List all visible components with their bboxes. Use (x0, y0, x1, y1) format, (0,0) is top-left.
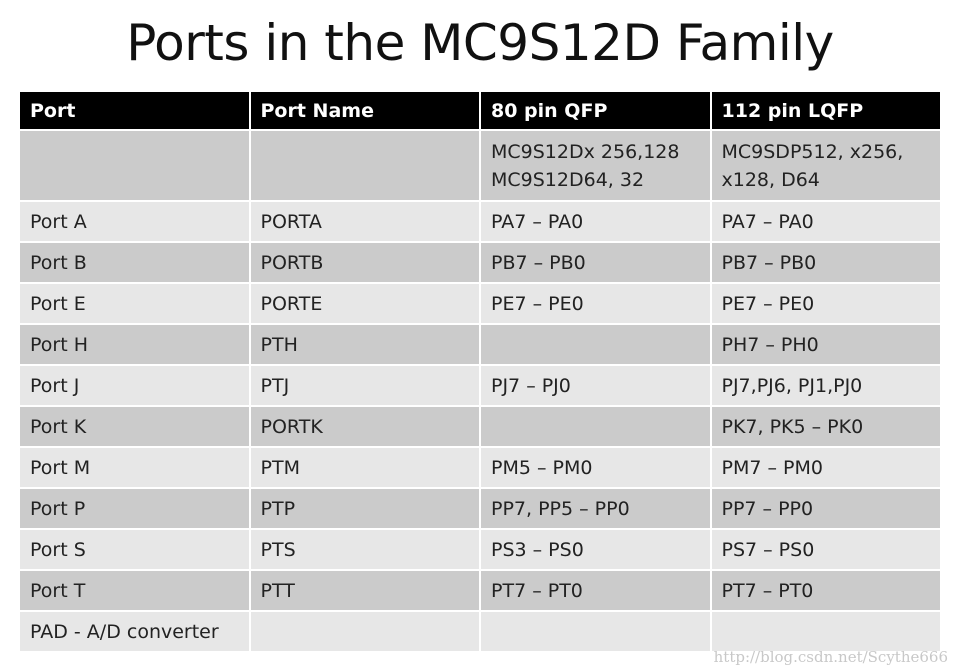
cell-port: Port P (20, 489, 249, 528)
table-row: PAD - A/D converter (20, 612, 940, 651)
cell-port-name: PTP (250, 489, 479, 528)
cell-112-pin: MC9SDP512, x256, x128, D64 (711, 131, 940, 200)
table-row: Port T PTT PT7 – PT0 PT7 – PT0 (20, 571, 940, 610)
table-row: Port B PORTB PB7 – PB0 PB7 – PB0 (20, 243, 940, 282)
cell-80-pin: MC9S12Dx 256,128 MC9S12D64, 32 (481, 131, 710, 200)
table-row: Port S PTS PS3 – PS0 PS7 – PS0 (20, 530, 940, 569)
cell-port-name: PTJ (250, 366, 479, 405)
cell-port (20, 131, 249, 200)
cell-port: Port H (20, 325, 249, 364)
cell-port: Port K (20, 407, 249, 446)
cell-port-name: PORTB (250, 243, 479, 282)
cell-112-pin: PM7 – PM0 (711, 448, 940, 487)
cell-port-name: PTM (250, 448, 479, 487)
cell-80-pin: PT7 – PT0 (481, 571, 710, 610)
cell-80-pin (481, 407, 710, 446)
cell-port: Port S (20, 530, 249, 569)
slide-title: Ports in the MC9S12D Family (126, 14, 834, 72)
cell-80-pin: PE7 – PE0 (481, 284, 710, 323)
table-header-row: Port Port Name 80 pin QFP 112 pin LQFP (20, 92, 940, 129)
cell-112-pin (711, 612, 940, 651)
table-row: Port K PORTK PK7, PK5 – PK0 (20, 407, 940, 446)
cell-80-pin (481, 612, 710, 651)
cell-112-pin: PT7 – PT0 (711, 571, 940, 610)
cell-112-pin: PA7 – PA0 (711, 202, 940, 241)
table-row: Port H PTH PH7 – PH0 (20, 325, 940, 364)
cell-112-pin: PB7 – PB0 (711, 243, 940, 282)
cell-port: Port A (20, 202, 249, 241)
cell-112-pin: PE7 – PE0 (711, 284, 940, 323)
cell-port: Port T (20, 571, 249, 610)
cell-112-pin: PH7 – PH0 (711, 325, 940, 364)
cell-112-pin: PS7 – PS0 (711, 530, 940, 569)
cell-port: PAD - A/D converter (20, 612, 249, 651)
header-port-name: Port Name (250, 92, 479, 129)
cell-112-pin: PK7, PK5 – PK0 (711, 407, 940, 446)
cell-80-pin: PA7 – PA0 (481, 202, 710, 241)
cell-80-pin: PS3 – PS0 (481, 530, 710, 569)
cell-80-pin: PB7 – PB0 (481, 243, 710, 282)
cell-port: Port M (20, 448, 249, 487)
cell-port-name (250, 612, 479, 651)
table-row: MC9S12Dx 256,128 MC9S12D64, 32 MC9SDP512… (20, 131, 940, 200)
cell-port-name: PTH (250, 325, 479, 364)
cell-80-pin: PP7, PP5 – PP0 (481, 489, 710, 528)
cell-80-pin: PJ7 – PJ0 (481, 366, 710, 405)
cell-port: Port E (20, 284, 249, 323)
cell-80-pin (481, 325, 710, 364)
header-112-pin-lqfp: 112 pin LQFP (711, 92, 940, 129)
watermark: http://blog.csdn.net/Scythe666 (713, 648, 948, 666)
cell-port-name: PORTE (250, 284, 479, 323)
cell-112-pin: PP7 – PP0 (711, 489, 940, 528)
ports-table: Port Port Name 80 pin QFP 112 pin LQFP M… (18, 90, 942, 653)
header-80-pin-qfp: 80 pin QFP (481, 92, 710, 129)
cell-112-pin: PJ7,PJ6, PJ1,PJ0 (711, 366, 940, 405)
table-row: Port E PORTE PE7 – PE0 PE7 – PE0 (20, 284, 940, 323)
table-row: Port P PTP PP7, PP5 – PP0 PP7 – PP0 (20, 489, 940, 528)
cell-port-name: PTT (250, 571, 479, 610)
cell-port: Port J (20, 366, 249, 405)
cell-port-name: PORTK (250, 407, 479, 446)
header-port: Port (20, 92, 249, 129)
cell-port-name: PORTA (250, 202, 479, 241)
cell-port: Port B (20, 243, 249, 282)
cell-port-name (250, 131, 479, 200)
table-row: Port M PTM PM5 – PM0 PM7 – PM0 (20, 448, 940, 487)
table-row: Port J PTJ PJ7 – PJ0 PJ7,PJ6, PJ1,PJ0 (20, 366, 940, 405)
cell-80-pin: PM5 – PM0 (481, 448, 710, 487)
table-row: Port A PORTA PA7 – PA0 PA7 – PA0 (20, 202, 940, 241)
cell-port-name: PTS (250, 530, 479, 569)
